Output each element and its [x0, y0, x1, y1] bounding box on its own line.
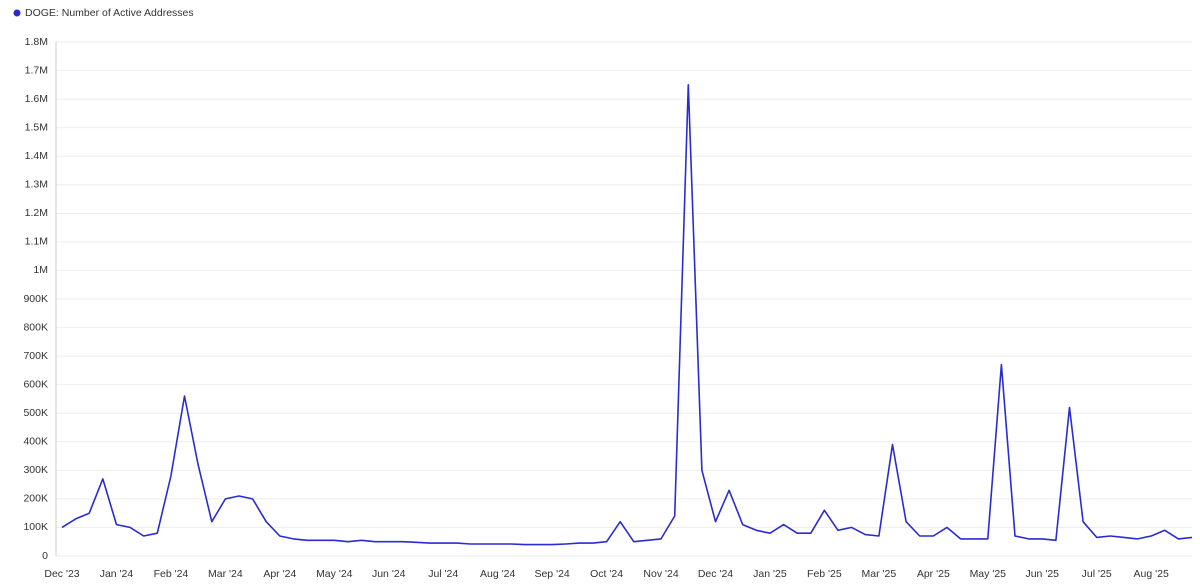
- y-tick-label: 1.3M: [25, 179, 48, 191]
- y-tick-label: 600K: [23, 378, 48, 390]
- y-tick-label: 0: [42, 550, 48, 562]
- y-tick-label: 100K: [23, 521, 48, 533]
- data-line: [61, 84, 1193, 546]
- y-tick-label: 200K: [23, 493, 48, 505]
- y-tick-label: 1.5M: [25, 121, 48, 133]
- y-tick-label: 1M: [33, 264, 48, 276]
- y-tick-label: 1.1M: [25, 236, 48, 248]
- x-tick-label: May '24: [316, 568, 353, 580]
- y-tick-label: 500K: [23, 407, 48, 419]
- legend-label: DOGE: Number of Active Addresses: [25, 7, 194, 19]
- y-tick-label: 900K: [23, 293, 48, 305]
- x-tick-label: Sep '24: [534, 568, 569, 580]
- y-tick-label: 700K: [23, 350, 48, 362]
- x-tick-label: Jul '25: [1082, 568, 1112, 580]
- x-tick-label: Jan '25: [753, 568, 787, 580]
- x-tick-label: Mar '25: [862, 568, 897, 580]
- y-tick-label: 1.4M: [25, 150, 48, 162]
- y-tick-label: 1.2M: [25, 207, 48, 219]
- x-tick-label: Jul '24: [428, 568, 458, 580]
- x-tick-label: Aug '24: [480, 568, 515, 580]
- x-tick-label: Apr '24: [263, 568, 296, 580]
- y-tick-label: 800K: [23, 321, 48, 333]
- x-tick-label: Jan '24: [100, 568, 134, 580]
- y-tick-label: 1.8M: [25, 36, 48, 48]
- y-tick-label: 300K: [23, 464, 48, 476]
- x-tick-label: Dec '24: [698, 568, 733, 580]
- x-tick-label: Mar '24: [208, 568, 243, 580]
- x-tick-label: Jun '24: [372, 568, 406, 580]
- x-tick-label: Oct '24: [590, 568, 623, 580]
- y-tick-label: 400K: [23, 436, 48, 448]
- x-tick-label: Feb '24: [154, 568, 189, 580]
- y-tick-label: 1.7M: [25, 64, 48, 76]
- x-tick-label: Jun '25: [1025, 568, 1059, 580]
- x-tick-label: Apr '25: [917, 568, 950, 580]
- y-tick-label: 1.6M: [25, 93, 48, 105]
- x-tick-label: May '25: [970, 568, 1007, 580]
- x-tick-label: Feb '25: [807, 568, 842, 580]
- x-tick-label: Aug '25: [1134, 568, 1169, 580]
- legend-marker: [13, 9, 21, 17]
- x-tick-label: Dec '23: [44, 568, 79, 580]
- x-tick-label: Nov '24: [643, 568, 678, 580]
